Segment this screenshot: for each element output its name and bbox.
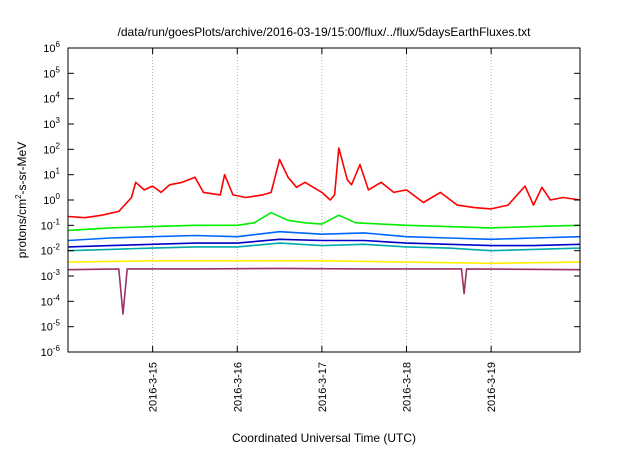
x-axis: 2016-3-15 2016-3-16 2016-3-17 2016-3-18 2016… — [148, 48, 498, 412]
chart-title: /data/run/goesPlots/archive/2016-03-19/1… — [118, 25, 532, 39]
y-tick-label: 106 — [43, 40, 60, 55]
series-line-4 — [67, 230, 581, 242]
y-tick-label: 102 — [43, 141, 60, 156]
y-tick-label: 103 — [43, 116, 60, 131]
series-layer — [67, 147, 581, 315]
plot-frame — [67, 47, 581, 353]
x-tick-label: 2016-3-19 — [486, 362, 498, 412]
series-line-6 — [67, 259, 581, 265]
series-line-1 — [67, 147, 581, 219]
y-tick-label: 104 — [43, 91, 60, 106]
y-tick-label: 10-6 — [41, 344, 61, 359]
x-tick-label: 2016-3-18 — [402, 362, 414, 412]
y-axis-label: protons/cm2-s-sr-MeV — [14, 142, 29, 258]
series-line-5 — [67, 238, 581, 248]
y-axis: 10-6 10-5 10-4 10-3 10-2 10-1 100 101 102 103 104 1… — [41, 40, 580, 359]
series-line-7 — [67, 267, 581, 315]
series-line-3 — [67, 242, 581, 252]
y-tick-label: 10-3 — [41, 268, 61, 283]
y-tick-label: 10-5 — [41, 319, 61, 334]
y-tick-label: 105 — [43, 65, 60, 80]
x-tick-label: 2016-3-17 — [317, 362, 329, 412]
y-tick-label: 10-4 — [41, 293, 61, 308]
grid — [152, 48, 492, 352]
y-tick-label: 10-2 — [41, 243, 61, 258]
x-axis-label: Coordinated Universal Time (UTC) — [232, 431, 416, 445]
x-tick-label: 2016-3-15 — [148, 362, 160, 412]
y-tick-label: 100 — [43, 192, 60, 207]
y-tick-label: 10-1 — [41, 217, 61, 232]
series-line-2 — [67, 211, 581, 232]
y-tick-label: 101 — [43, 167, 60, 182]
x-tick-label: 2016-3-16 — [232, 362, 244, 412]
